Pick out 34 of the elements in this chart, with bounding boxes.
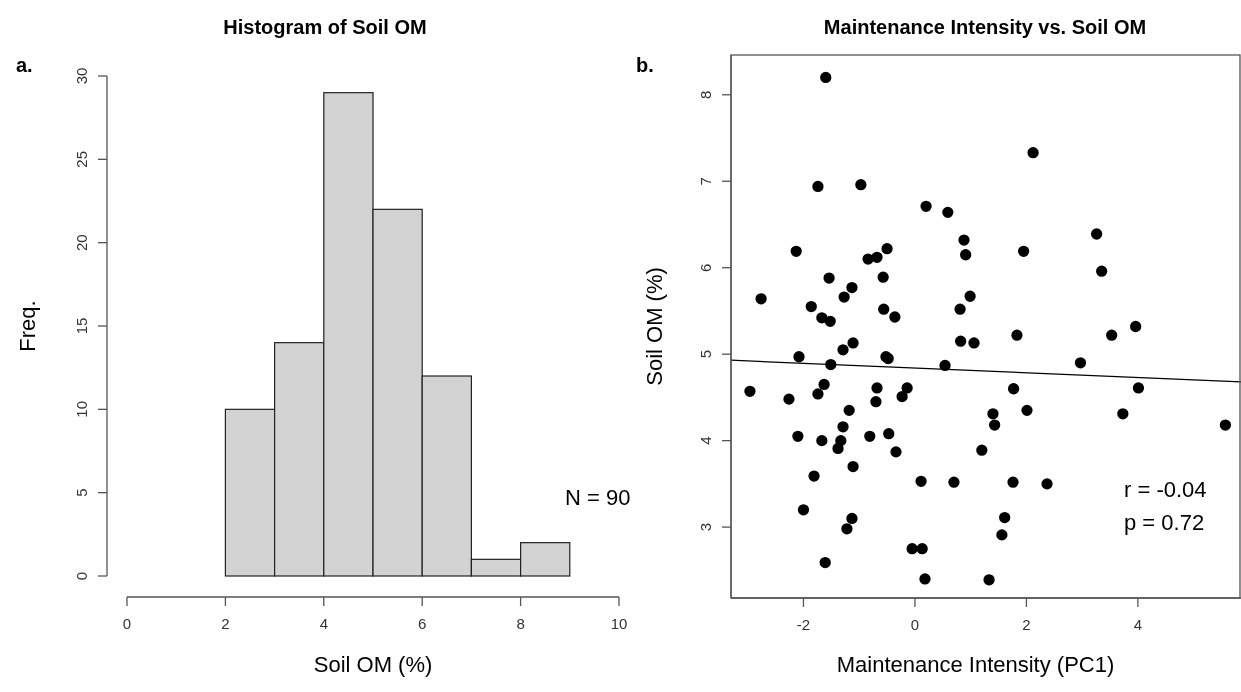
y-tick-label: 3 [697, 522, 714, 532]
annotation: r = -0.04 [1124, 477, 1207, 502]
text: a. [16, 54, 33, 76]
x-tick-label: 0 [910, 616, 920, 633]
y-tick-label: 5 [73, 488, 90, 497]
y-tick-label: 8 [697, 90, 714, 99]
y-tick-label: 5 [697, 350, 714, 359]
chart-title: Histogram of Soil OM [223, 16, 427, 38]
y-axis-title: Soil OM (%) [642, 267, 667, 386]
x-tick-label: 4 [1133, 616, 1143, 633]
y-tick-label: 20 [73, 234, 90, 252]
y-tick-label: 7 [697, 177, 714, 186]
y-tick-label: 6 [697, 263, 714, 272]
x-tick-label: -2 [796, 616, 811, 633]
y-tick-label: 15 [73, 317, 90, 335]
y-tick-label: 0 [73, 571, 90, 581]
x-tick-label: 4 [319, 615, 328, 632]
y-tick-label: 30 [73, 67, 90, 85]
x-tick-label: 2 [221, 615, 230, 632]
y-tick-label: 10 [73, 400, 90, 418]
annotation: p = 0.72 [1124, 510, 1205, 535]
text: b. [636, 54, 654, 76]
x-axis-title: Soil OM (%) [313, 652, 433, 677]
x-tick-label: 2 [1022, 616, 1031, 633]
x-tick-label: 6 [418, 615, 427, 632]
y-axis-title: Freq. [15, 300, 40, 352]
chart-title: Maintenance Intensity vs. Soil OM [823, 16, 1147, 38]
x-tick-label: 8 [516, 615, 525, 632]
x-tick-label: 10 [610, 615, 628, 632]
x-axis-title: Maintenance Intensity (PC1) [836, 652, 1115, 677]
annotation: N = 90 [565, 485, 631, 510]
y-tick-label: 25 [73, 150, 90, 168]
x-tick-label: 0 [122, 615, 132, 632]
y-tick-label: 4 [697, 436, 714, 445]
